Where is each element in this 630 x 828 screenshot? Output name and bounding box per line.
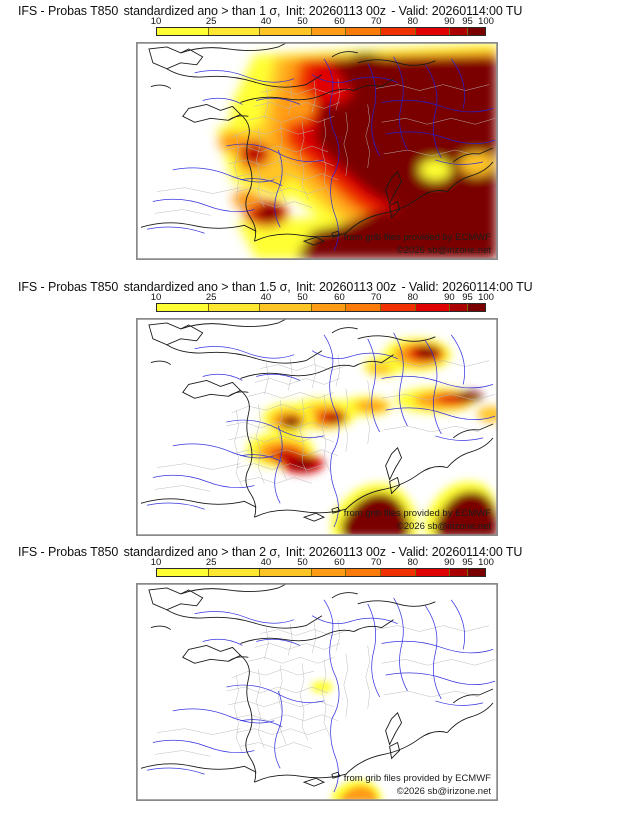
- title-main: standardized ano > than 1 σ,: [123, 4, 281, 18]
- colorbar-segment: [157, 28, 209, 35]
- title-main: standardized ano > than 2 σ,: [123, 545, 281, 559]
- map-canvas-3[interactable]: from grib files provided by ECMWF ©2026 …: [136, 583, 498, 801]
- cbar-tick: 40: [260, 292, 272, 303]
- basemap-2: [140, 319, 496, 528]
- colorbar-segment: [468, 28, 486, 35]
- map-svg-1: [137, 43, 497, 259]
- colorbar-segment: [346, 304, 381, 311]
- cbar-tick: 95: [462, 557, 473, 568]
- cbar-tick: 90: [444, 292, 455, 303]
- panel-prob-1p5sigma: IFS - Probas T850 standardized ano > tha…: [0, 276, 630, 541]
- colorbar-segment: [468, 304, 486, 311]
- cbar-tick: 40: [260, 16, 272, 27]
- title-init: Init: 20260113 00z: [285, 545, 386, 559]
- colorbar-3: 10 25 40 50 60 70 80 90 95 100: [151, 557, 494, 581]
- cbar-tick: 10: [150, 16, 162, 27]
- cbar-tick: 100: [478, 557, 494, 568]
- cbar-tick: 25: [205, 292, 217, 303]
- cbar-tick: 25: [205, 557, 217, 568]
- colorbar-segment: [346, 28, 381, 35]
- cbar-tick: 60: [334, 292, 345, 303]
- title-prefix: IFS - Probas T850: [18, 545, 119, 559]
- colorbar-2: 10 25 40 50 60 70 80 90 95 100: [151, 292, 494, 316]
- colorbar-gradient-2: [156, 303, 486, 312]
- cbar-tick: 40: [260, 557, 272, 568]
- map-svg-2: [137, 319, 497, 535]
- basemap-1: [140, 43, 496, 252]
- colorbar-ticks-3: 10 25 40 50 60 70 80 90 95 100: [151, 557, 494, 568]
- cbar-tick: 60: [334, 557, 345, 568]
- title-main: standardized ano > than 1.5 σ,: [123, 280, 291, 294]
- title-valid: - Valid: 20260114:00 TU: [391, 545, 523, 559]
- title-init: Init: 20260113 00z: [285, 4, 386, 18]
- colorbar-gradient-1: [156, 27, 486, 36]
- colorbar-segment: [260, 304, 312, 311]
- title-prefix: IFS - Probas T850: [18, 4, 119, 18]
- cbar-tick: 100: [478, 16, 494, 27]
- cbar-tick: 70: [370, 16, 382, 27]
- colorbar-segment: [380, 569, 416, 576]
- colorbar-segment: [450, 569, 469, 576]
- cbar-tick: 10: [150, 292, 162, 303]
- cbar-tick: 95: [462, 292, 473, 303]
- panel-title-3: IFS - Probas T850 standardized ano > tha…: [18, 545, 524, 559]
- colorbar-segment: [468, 569, 486, 576]
- map-canvas-1[interactable]: from grib files provided by ECMWF ©2026 …: [136, 42, 498, 260]
- title-valid: - Valid: 20260114:00 TU: [401, 280, 533, 294]
- colorbar-segment: [415, 569, 451, 576]
- panel-prob-1sigma: IFS - Probas T850 standardized ano > tha…: [0, 0, 630, 276]
- map-canvas-2[interactable]: from grib files provided by ECMWF ©2026 …: [136, 318, 498, 536]
- colorbar-gradient-3: [156, 568, 486, 577]
- colorbar-ticks-1: 10 25 40 50 60 70 80 90 95 100: [151, 16, 494, 27]
- colorbar-segment: [311, 28, 347, 35]
- colorbar-segment: [208, 569, 261, 576]
- cbar-tick: 60: [334, 16, 345, 27]
- colorbar-segment: [157, 569, 209, 576]
- cbar-tick: 90: [444, 16, 455, 27]
- colorbar-segment: [450, 304, 469, 311]
- cbar-tick: 50: [297, 557, 308, 568]
- colorbar-segment: [415, 28, 451, 35]
- cbar-tick: 80: [407, 292, 419, 303]
- cbar-tick: 90: [444, 557, 455, 568]
- colorbar-segment: [450, 28, 469, 35]
- probability-field-1: [216, 43, 497, 259]
- cbar-tick: 70: [370, 557, 382, 568]
- colorbar-segment: [260, 28, 312, 35]
- colorbar-segment: [260, 569, 312, 576]
- cbar-tick: 95: [462, 16, 473, 27]
- cbar-tick: 80: [407, 557, 419, 568]
- colorbar-segment: [208, 28, 261, 35]
- colorbar-ticks-2: 10 25 40 50 60 70 80 90 95 100: [151, 292, 494, 303]
- colorbar-segment: [380, 28, 416, 35]
- cbar-tick: 25: [205, 16, 217, 27]
- colorbar-segment: [346, 569, 381, 576]
- colorbar-segment: [157, 304, 209, 311]
- cbar-tick: 80: [407, 16, 419, 27]
- colorbar-segment: [380, 304, 416, 311]
- colorbar-segment: [311, 304, 347, 311]
- colorbar-1: 10 25 40 50 60 70 80 90 95 100: [151, 16, 494, 40]
- colorbar-segment: [415, 304, 451, 311]
- basemap-3: [140, 584, 496, 793]
- probability-field-3: [311, 681, 382, 800]
- cbar-tick: 50: [297, 16, 308, 27]
- cbar-tick: 50: [297, 292, 308, 303]
- title-init: Init: 20260113 00z: [295, 280, 397, 294]
- panel-title-2: IFS - Probas T850 standardized ano > tha…: [18, 280, 535, 294]
- map-svg-3: [137, 584, 497, 800]
- colorbar-segment: [311, 569, 347, 576]
- cbar-tick: 100: [478, 292, 494, 303]
- title-prefix: IFS - Probas T850: [18, 280, 119, 294]
- title-valid: - Valid: 20260114:00 TU: [391, 4, 523, 18]
- cbar-tick: 10: [150, 557, 162, 568]
- panel-title-1: IFS - Probas T850 standardized ano > tha…: [18, 4, 524, 18]
- panel-prob-2sigma: IFS - Probas T850 standardized ano > tha…: [0, 541, 630, 816]
- cbar-tick: 70: [370, 292, 382, 303]
- colorbar-segment: [208, 304, 261, 311]
